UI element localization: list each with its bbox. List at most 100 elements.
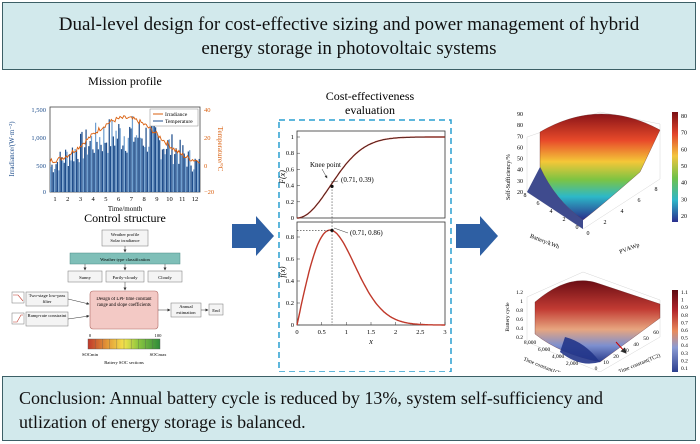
cost-xlabel: x [368, 337, 373, 346]
irradiance-bar [141, 138, 143, 192]
end-text: End [212, 308, 220, 313]
irr-tick-1000: 1,000 [31, 135, 46, 142]
s2-cb-tick: 0.6 [681, 328, 688, 334]
mission-profile-chart: Irradiance/(W·m⁻²) Temperature/°C 1,500 … [8, 106, 224, 213]
soc-min-label: SOCmin [82, 352, 99, 357]
month-tick: 3 [79, 196, 82, 203]
s2-cb-tick: 0.5 [681, 336, 688, 342]
irradiance-bar [80, 133, 82, 192]
cost-xtick: 0.5 [318, 329, 326, 336]
month-tick: 12 [192, 196, 199, 203]
weather-profile-text: Weather profile [111, 232, 140, 237]
irradiance-bar [194, 158, 196, 192]
irradiance-bar [95, 122, 97, 192]
irradiance-bar [107, 152, 109, 192]
s1-xt-tick: 8 [524, 193, 527, 199]
s1-zt-tick: 80 [517, 123, 523, 129]
irradiance-bar [178, 163, 180, 192]
irradiance-bar [198, 158, 200, 192]
irradiance-bar [105, 142, 108, 192]
s1-cb-tick: 50 [681, 164, 687, 170]
s1-xt-tick: 0 [576, 225, 579, 231]
s1-cb-tick: 70 [681, 131, 687, 137]
surf2-low-region [560, 337, 600, 364]
s2-zt-tick: 1.2 [516, 290, 523, 296]
knee-point-bottom [330, 228, 334, 232]
point-top-label: (0.71, 0.39) [341, 176, 374, 184]
partly-cloudy-text: Partly-cloudy [112, 275, 138, 280]
sunny-text: Sunny [79, 275, 91, 280]
irradiance-bar [88, 146, 90, 192]
cdf-curve-shadow [297, 136, 445, 219]
irradiance-bar [144, 147, 146, 192]
filter-icon-curve [13, 294, 24, 302]
irradiance-bar [75, 150, 78, 192]
month-tick: 2 [66, 196, 69, 203]
irradiance-bar [99, 137, 101, 192]
s2-cb-tick: 0.2 [681, 358, 688, 364]
irradiance-bar [175, 148, 177, 192]
irradiance-bar [193, 169, 195, 192]
surf1-y-ticks: 0 2 4 6 8 [587, 187, 658, 237]
s2-xt-tick: 4,000 [552, 354, 565, 360]
s2-cb-tick: 0.1 [681, 366, 688, 372]
ramp-icon [11, 312, 25, 325]
s2-cb-tick: 0.9 [681, 305, 688, 311]
temp-tick-40: 40 [204, 107, 211, 114]
irradiance-bar [126, 152, 128, 192]
irradiance-bar [81, 131, 83, 192]
irradiance-bar [165, 148, 168, 192]
bottom-ylabel: f(x) [278, 266, 287, 277]
top-ytick: 0.4 [286, 183, 295, 190]
irradiance-bar [82, 158, 84, 192]
irradiance-bar [63, 162, 65, 192]
temperature-axis-label: Temperature/°C [216, 127, 224, 172]
irradiance-bar [157, 136, 159, 192]
s2-cb-tick: 0.8 [681, 313, 688, 319]
irradiance-bar [54, 169, 56, 192]
s1-cb-tick: 80 [681, 114, 687, 120]
irr-tick-500: 500 [36, 163, 46, 170]
s1-zt-tick: 50 [517, 157, 523, 163]
top-ylabel: F(x) [278, 170, 287, 185]
irradiance-bar [167, 140, 169, 192]
irradiance-bar [90, 136, 93, 192]
month-tick: 11 [179, 196, 185, 203]
surf1-colorbar [672, 112, 678, 222]
s2-yt-tick: 60 [653, 330, 659, 336]
bottom-plot-frame [296, 221, 446, 326]
irradiance-bar [55, 164, 57, 192]
irradiance-bar [189, 150, 191, 192]
s2-yt-tick: 0 [595, 366, 598, 372]
irradiance-bar [161, 149, 164, 192]
filter-icon [11, 291, 25, 304]
knee-label-arrow [321, 168, 328, 179]
surf1-x-ticks: 8 6 4 2 0 [524, 193, 579, 231]
irradiance-bar [71, 147, 74, 192]
irr-tick-1500: 1,500 [31, 107, 46, 114]
irradiance-bar [170, 154, 172, 192]
irradiance-bar [168, 139, 170, 192]
conclusion-line-2: utlization of energy storage is balanced… [19, 412, 306, 432]
s2-cb-tick: 1 [681, 298, 684, 304]
soc-sections-label: Battery SOC sections [104, 360, 144, 365]
irradiance-bar [182, 145, 184, 192]
irradiance-bar [190, 165, 192, 192]
irradiance-bar [104, 142, 106, 192]
irradiance-bar [120, 149, 123, 192]
s2-zt-tick: 0.8 [516, 308, 523, 314]
irradiance-bar [135, 135, 138, 192]
irradiance-bar [131, 116, 134, 192]
cost-xtick: 3 [443, 329, 446, 336]
s1-yt-tick: 6 [638, 198, 641, 204]
irradiance-bar [123, 136, 125, 192]
soc-ticks [95, 339, 153, 349]
s2-xt-tick: 8,000 [524, 340, 537, 346]
top-ytick: 0.8 [286, 150, 294, 157]
s1-cb-tick: 40 [681, 181, 687, 187]
mission-xlabel: Time/month [108, 205, 143, 213]
irradiance-bar [111, 120, 113, 192]
irradiance-bar [140, 137, 142, 192]
control-title: Control structure [84, 211, 166, 225]
